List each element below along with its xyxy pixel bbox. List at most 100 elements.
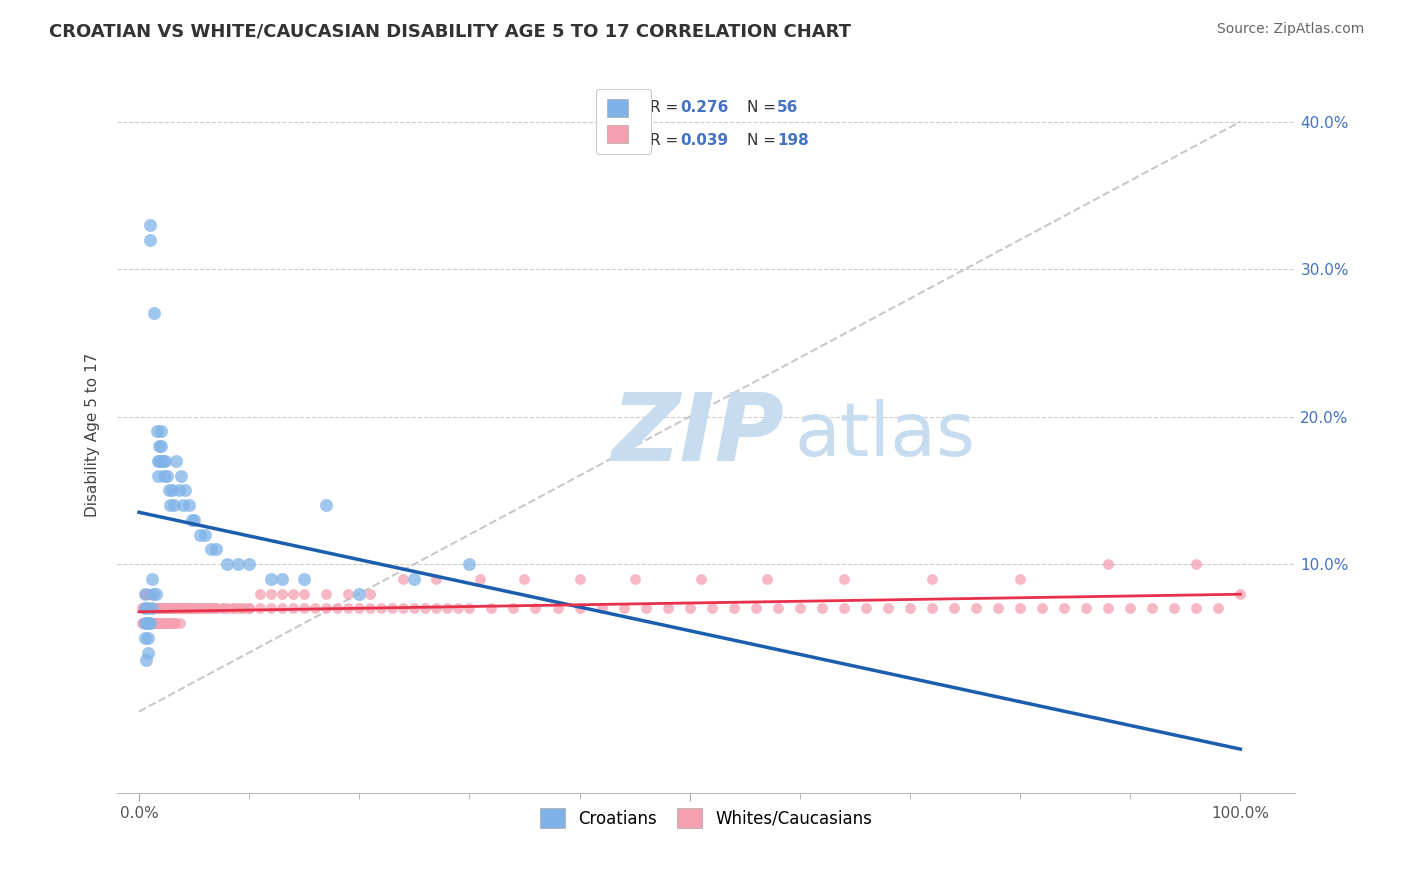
Point [205,542,228,557]
Point [138,616,160,631]
Point [832,601,855,615]
Text: atlas: atlas [794,399,976,472]
Point [249,601,271,615]
Point [226,557,249,571]
Point [142,601,165,615]
Point [159,616,181,631]
Point [205,601,228,615]
Point [155,601,177,615]
Point [623,572,645,586]
Point [568,572,591,586]
Point [832,572,855,586]
Point [200,601,222,615]
Point [143,601,166,615]
Point [136,601,159,615]
Text: N =: N = [748,133,776,148]
Point [131,601,153,615]
Point [271,586,294,600]
Point [755,572,778,586]
Point [170,601,193,615]
Point [149,601,172,615]
Point [156,616,179,631]
Point [163,601,186,615]
Point [134,631,156,645]
Point [160,483,183,498]
Point [139,601,162,615]
Point [179,601,201,615]
Point [150,425,173,439]
Point [271,601,294,615]
Point [153,601,176,615]
Point [238,601,260,615]
Point [141,572,163,586]
Point [145,616,167,631]
Point [194,601,217,615]
Point [135,616,157,631]
Point [142,586,165,600]
Point [304,601,326,615]
Point [359,601,381,615]
Point [139,616,162,631]
Point [174,483,197,498]
Point [1185,601,1208,615]
Point [134,586,156,600]
Point [150,601,173,615]
Point [657,601,679,615]
Point [152,616,174,631]
Point [165,616,187,631]
Point [176,601,198,615]
Point [921,601,943,615]
Point [226,601,249,615]
Point [200,542,222,557]
Point [689,572,711,586]
Point [146,601,169,615]
Point [260,572,283,586]
Text: R =: R = [650,100,678,115]
Point [176,601,198,615]
Point [136,616,159,631]
Point [134,601,156,615]
Point [172,498,194,512]
Point [135,616,157,631]
Point [156,601,179,615]
Point [700,601,723,615]
Text: N =: N = [748,100,776,115]
Point [349,601,371,615]
Point [167,601,190,615]
Point [789,601,811,615]
Point [188,601,211,615]
Point [943,601,966,615]
Point [150,616,173,631]
Point [148,616,170,631]
Point [135,601,157,615]
Point [153,468,176,483]
Point [139,586,162,600]
Point [146,454,169,468]
Point [170,468,193,483]
Point [337,601,360,615]
Point [180,513,202,527]
Point [152,616,174,631]
Point [292,572,315,586]
Point [404,572,426,586]
Point [217,601,239,615]
Point [145,601,167,615]
Point [212,601,235,615]
Point [159,498,181,512]
Point [135,601,157,615]
Point [470,572,492,586]
Point [260,601,283,615]
Point [145,616,167,631]
Point [135,653,157,667]
Point [1031,601,1053,615]
Point [326,601,349,615]
Point [188,527,211,541]
Point [1010,572,1032,586]
Point [148,454,170,468]
Point [138,616,160,631]
Text: 198: 198 [778,133,808,148]
Point [157,601,180,615]
Point [139,616,162,631]
Point [613,601,636,615]
Point [425,572,447,586]
